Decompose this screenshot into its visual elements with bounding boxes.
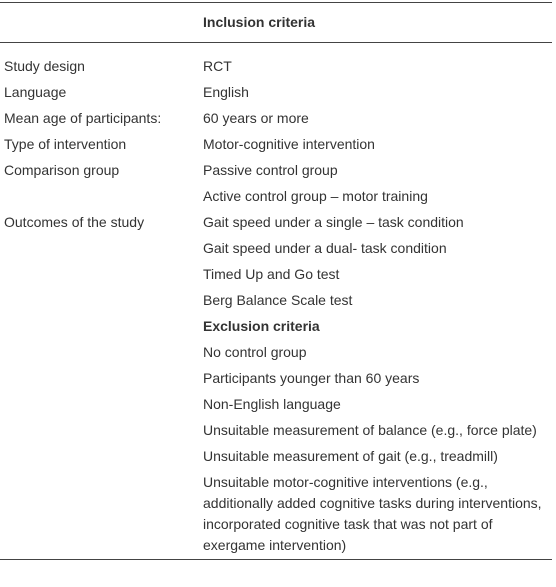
- table-row: Gait speed under a dual- task condition: [0, 236, 552, 262]
- criterion-value: Motor-cognitive intervention: [203, 136, 375, 152]
- table-row: Language English: [0, 80, 552, 106]
- criterion-value: Gait speed under a dual- task condition: [203, 240, 447, 256]
- empty-cell: [0, 236, 199, 262]
- table-body: Study design RCT Language English Mean age o…: [0, 43, 552, 560]
- criterion-label: Study design: [4, 58, 85, 74]
- table-row: Berg Balance Scale test: [0, 288, 552, 314]
- table-row: Type of intervention Motor-cognitive inte…: [0, 132, 552, 158]
- table-row: Exclusion criteria: [0, 314, 552, 340]
- table-row: Unsuitable measurement of balance (e.g.,…: [0, 418, 552, 444]
- criterion-value: Berg Balance Scale test: [203, 292, 353, 308]
- empty-cell: [0, 262, 199, 288]
- criterion-value: Non-English language: [203, 396, 341, 412]
- criterion-label: Mean age of participants:: [4, 110, 162, 126]
- table-row: Timed Up and Go test: [0, 262, 552, 288]
- criterion-value: RCT: [203, 58, 232, 74]
- table-row: No control group: [0, 340, 552, 366]
- header-empty-cell: [0, 2, 199, 43]
- criterion-value: Passive control group: [203, 162, 338, 178]
- empty-cell: [0, 444, 199, 470]
- empty-cell: [0, 392, 199, 418]
- criterion-value: 60 years or more: [203, 110, 309, 126]
- header-row: Inclusion criteria: [0, 2, 552, 43]
- criterion-value: Active control group – motor training: [203, 188, 428, 204]
- empty-cell: [0, 314, 199, 340]
- table-row: Participants younger than 60 years: [0, 366, 552, 392]
- empty-cell: [0, 340, 199, 366]
- criterion-value: English: [203, 84, 249, 100]
- empty-cell: [0, 366, 199, 392]
- table-row: Unsuitable motor-cognitive interventions…: [0, 470, 552, 560]
- empty-cell: [0, 288, 199, 314]
- empty-cell: [0, 470, 199, 560]
- table-row: Comparison group Passive control group: [0, 158, 552, 184]
- empty-cell: [0, 418, 199, 444]
- table-row: Mean age of participants: 60 years or mor…: [0, 106, 552, 132]
- table-header: Inclusion criteria: [0, 2, 552, 43]
- criterion-label: Type of intervention: [4, 136, 127, 152]
- criterion-value: No control group: [203, 344, 307, 360]
- table-row: Study design RCT: [0, 43, 552, 80]
- table-row: Active control group – motor training: [0, 184, 552, 210]
- empty-cell: [0, 184, 199, 210]
- criteria-table: Inclusion criteria Study design RCT Langua…: [0, 2, 552, 560]
- criterion-value: Unsuitable measurement of balance (e.g.,…: [203, 422, 537, 438]
- criterion-label: Outcomes of the study: [4, 214, 145, 230]
- criterion-value: Timed Up and Go test: [203, 266, 340, 282]
- criterion-value: Unsuitable measurement of gait (e.g., tr…: [203, 448, 498, 464]
- criterion-value: Unsuitable motor-cognitive interventions…: [203, 474, 542, 553]
- table-row: Unsuitable measurement of gait (e.g., tr…: [0, 444, 552, 470]
- table-row: Non-English language: [0, 392, 552, 418]
- criterion-value: Participants younger than 60 years: [203, 370, 420, 386]
- table-row: Outcomes of the study Gait speed under a …: [0, 210, 552, 236]
- criterion-label: Language: [4, 84, 67, 100]
- criterion-value: Gait speed under a single – task conditi…: [203, 214, 464, 230]
- criterion-label: Comparison group: [4, 162, 120, 178]
- section-title: Exclusion criteria: [203, 318, 320, 334]
- header-title: Inclusion criteria: [199, 2, 552, 43]
